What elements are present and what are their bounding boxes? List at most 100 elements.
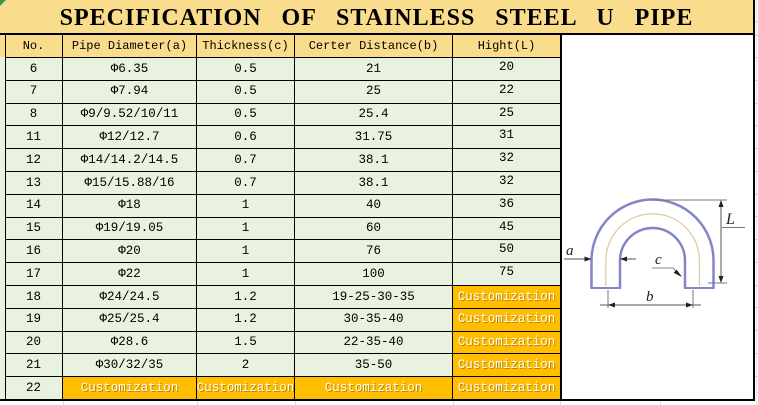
gridline-tick <box>754 330 758 331</box>
table-cell: 25 <box>498 105 514 120</box>
gridline-tick <box>560 401 561 405</box>
pipe-centerline <box>605 213 700 286</box>
gridline-tick <box>754 125 758 126</box>
table-cell: 0.5 <box>197 103 295 126</box>
table-inner-border <box>560 35 562 399</box>
table-cell: 0.6 <box>197 126 295 149</box>
gridline-tick <box>754 148 758 149</box>
dim-label-a: a <box>566 243 574 259</box>
gridline-tick <box>754 103 758 104</box>
arrowhead <box>686 302 693 308</box>
table-cell: Φ9/9.52/10/11 <box>63 103 197 126</box>
table-cell: 32 <box>498 173 514 188</box>
arrowhead <box>718 200 724 207</box>
table-cell: 76 <box>295 240 453 263</box>
table-row: 11 Φ12/12.7 0.6 31.75 31 <box>5 126 560 150</box>
gridline-tick <box>754 35 758 36</box>
header-cell-pipe-diameter: Pipe Diameter(a) <box>63 35 197 57</box>
gridline-tick <box>754 194 758 195</box>
table-row: 6 Φ6.35 0.5 21 20 <box>5 58 560 81</box>
table-cell: Customization <box>197 377 295 399</box>
dim-label-c: c <box>655 252 662 268</box>
table-cell: Φ24/24.5 <box>63 285 197 308</box>
spec-table-body: 6 Φ6.35 0.5 21 20 7 Φ7.94 0.5 25 22 8 Φ9/9.52/10/11… <box>5 58 560 399</box>
gridline-tick <box>754 21 758 22</box>
gridline-tick <box>754 171 758 172</box>
table-cell: 38.1 <box>295 149 453 171</box>
table-row: 20 Φ28.6 1.5 22-35-40 Customization <box>5 331 560 355</box>
table-row: 15 Φ19/19.05 1 60 45 <box>5 217 560 241</box>
gridline-tick <box>453 401 454 405</box>
arrowhead <box>608 302 615 308</box>
dim-label-b: b <box>646 289 654 305</box>
table-cell: 12 <box>5 149 63 171</box>
table-cell: Φ14/14.2/14.5 <box>63 149 197 171</box>
header-cell-center-distance: Certer Distance(b) <box>295 35 453 57</box>
table-row: 19 Φ25/25.4 1.2 30-35-40 Customization <box>5 308 560 332</box>
table-cell: 32 <box>498 151 514 166</box>
pipe-outer-wall <box>590 198 715 288</box>
table-cell: 2 <box>197 354 295 377</box>
table-cell: 21 <box>295 58 453 80</box>
table-row: 8 Φ9/9.52/10/11 0.5 25.4 25 <box>5 103 560 127</box>
gridline-tick <box>754 376 758 377</box>
left-bleed-green <box>0 57 5 399</box>
gridline-tick <box>754 307 758 308</box>
table-cell: 25.4 <box>295 103 453 126</box>
gridline-tick <box>295 401 296 405</box>
dim-label-L: L <box>725 211 735 228</box>
table-cell: 8 <box>5 103 63 126</box>
table-cell: Φ30/32/35 <box>63 354 197 377</box>
table-row: 13 Φ15/15.88/16 0.7 38.1 32 <box>5 171 560 195</box>
table-cell: 22 <box>5 377 63 399</box>
table-cell: Φ19/19.05 <box>63 217 197 240</box>
table-cell: 1.2 <box>197 285 295 308</box>
table-cell: 13 <box>5 171 63 194</box>
table-cell: Customization <box>295 377 453 399</box>
table-cell: 19 <box>5 308 63 331</box>
table-cell: Customization <box>453 331 560 354</box>
table-cell: Customization <box>453 377 560 399</box>
cell-flag-icon <box>0 0 6 6</box>
table-cell: 50 <box>498 242 514 257</box>
gridline-tick <box>754 80 758 81</box>
table-cell: 31.75 <box>295 126 453 149</box>
table-row: 14 Φ18 1 40 36 <box>5 194 560 218</box>
arrowhead <box>718 276 724 283</box>
table-cell: Customization <box>453 285 560 308</box>
table-cell: 100 <box>295 263 453 285</box>
gridline-tick <box>754 239 758 240</box>
table-cell: Φ28.6 <box>63 331 197 354</box>
table-cell: Customization <box>453 354 560 377</box>
title-separator <box>0 33 755 35</box>
table-cell: 45 <box>498 219 514 234</box>
arrowhead <box>584 256 592 262</box>
table-cell: 35-50 <box>295 354 453 377</box>
table-cell: 30-35-40 <box>295 308 453 331</box>
table-cell: 22 <box>498 82 514 97</box>
table-cell: 14 <box>5 194 63 217</box>
table-row: 12 Φ14/14.2/14.5 0.7 38.1 32 <box>5 149 560 172</box>
table-row: 16 Φ20 1 76 50 <box>5 240 560 264</box>
arrowhead <box>620 256 627 262</box>
table-cell: 60 <box>295 217 453 240</box>
table-cell: 17 <box>5 263 63 285</box>
table-cell: 0.7 <box>197 171 295 194</box>
dimension-L-extensions <box>652 199 745 284</box>
table-cell: 1.5 <box>197 331 295 354</box>
title-bar: SPECIFICATION OF STAINLESS STEEL U PIPE <box>0 0 753 33</box>
table-cell: 75 <box>498 265 514 280</box>
table-cell: 7 <box>5 80 63 103</box>
gridline-tick <box>754 57 758 58</box>
table-cell: Φ7.94 <box>63 80 197 103</box>
table-cell: 19-25-30-35 <box>295 285 453 308</box>
table-cell: 0.7 <box>197 149 295 171</box>
table-cell: 1.2 <box>197 308 295 331</box>
header-cell-hight: Hight(L) <box>477 39 536 53</box>
table-cell: 21 <box>5 354 63 377</box>
table-cell: 38.1 <box>295 171 453 194</box>
table-row: 7 Φ7.94 0.5 25 22 <box>5 80 560 104</box>
gridline-tick <box>754 285 758 286</box>
table-right-border <box>753 0 755 401</box>
